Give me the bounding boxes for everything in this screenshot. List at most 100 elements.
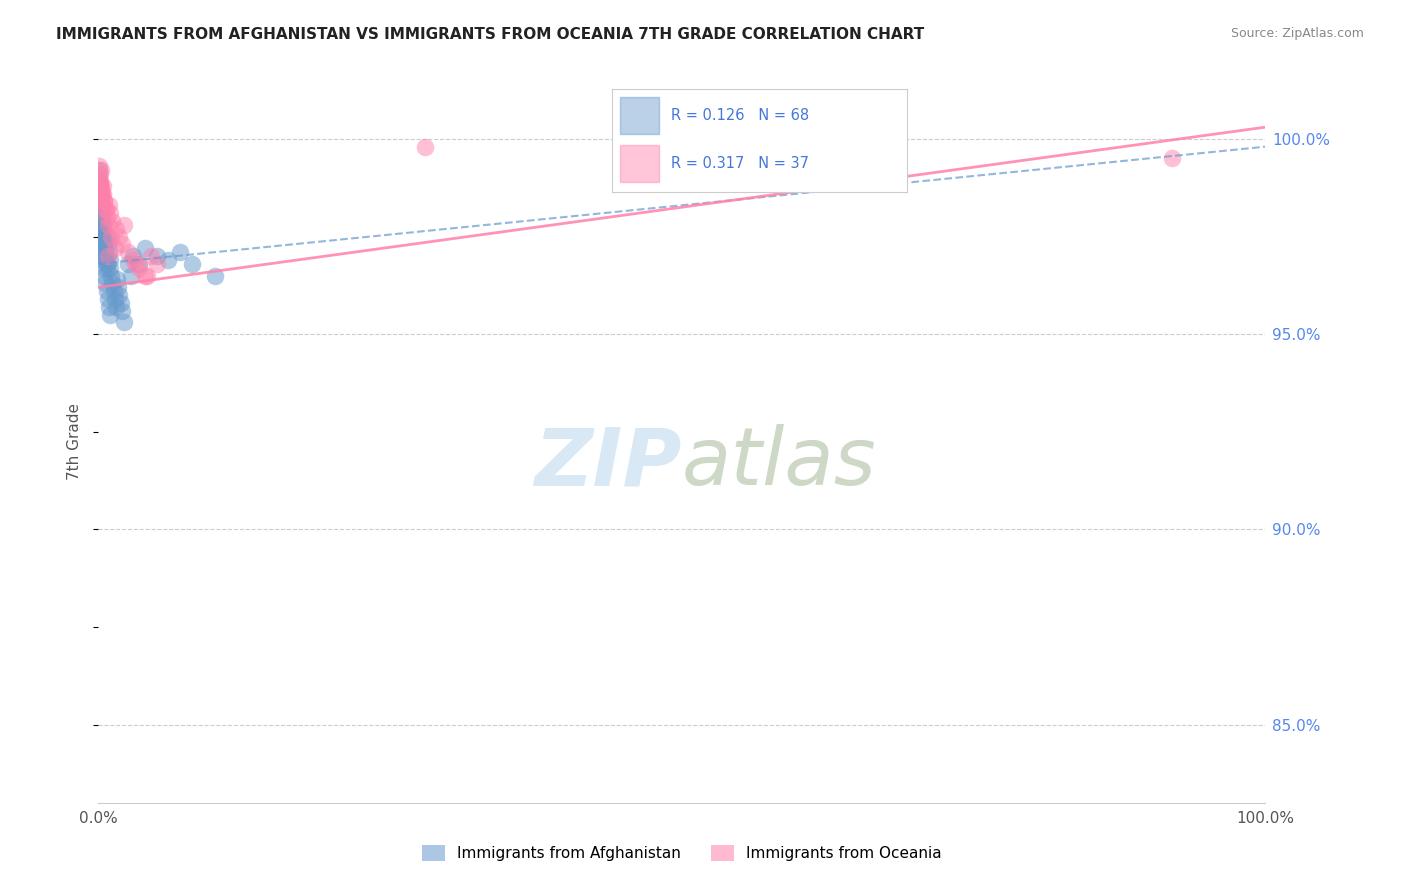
Point: [107, 280, 129, 294]
Point: [91, 178, 114, 193]
Point: [180, 257, 202, 271]
Point: [89, 183, 111, 197]
Point: [104, 292, 127, 306]
Point: [146, 257, 169, 271]
Point: [90, 229, 112, 244]
Point: [90, 206, 112, 220]
Point: [93, 268, 115, 283]
Legend: Immigrants from Afghanistan, Immigrants from Oceania: Immigrants from Afghanistan, Immigrants …: [416, 839, 948, 867]
Point: [91, 202, 114, 216]
Point: [89, 198, 111, 212]
Point: [90, 210, 112, 224]
Point: [111, 237, 134, 252]
Bar: [620, 145, 659, 181]
Point: [90, 194, 112, 209]
Point: [97, 198, 120, 212]
Point: [90, 198, 112, 212]
Point: [128, 260, 150, 275]
Point: [97, 249, 120, 263]
Point: [87, 159, 110, 173]
Point: [91, 221, 114, 235]
Point: [89, 175, 111, 189]
Point: [96, 210, 118, 224]
Point: [91, 245, 114, 260]
Point: [90, 186, 112, 201]
Point: [204, 268, 226, 283]
Point: [139, 249, 162, 263]
Point: [93, 260, 115, 275]
Point: [98, 206, 121, 220]
Point: [98, 260, 121, 275]
Point: [89, 206, 111, 220]
Point: [117, 245, 139, 260]
Point: [89, 190, 111, 204]
Point: [122, 252, 145, 267]
Point: [120, 268, 142, 283]
Point: [146, 249, 169, 263]
Point: [90, 163, 112, 178]
Point: [100, 268, 122, 283]
Point: [112, 315, 135, 329]
Point: [89, 186, 111, 201]
Bar: [620, 97, 659, 135]
Point: [89, 183, 111, 197]
Point: [91, 218, 114, 232]
Text: R = 0.317   N = 37: R = 0.317 N = 37: [671, 155, 808, 170]
Point: [97, 229, 120, 244]
Point: [104, 300, 127, 314]
Point: [111, 303, 134, 318]
Point: [89, 170, 111, 185]
Point: [97, 237, 120, 252]
Point: [96, 260, 118, 275]
Point: [103, 284, 125, 298]
Point: [90, 183, 112, 197]
Point: [105, 272, 128, 286]
Point: [134, 241, 156, 255]
Point: [89, 167, 111, 181]
Point: [125, 257, 148, 271]
Point: [90, 221, 112, 235]
Point: [122, 249, 145, 263]
Point: [101, 277, 124, 291]
Point: [93, 234, 115, 248]
Text: ZIP: ZIP: [534, 425, 682, 502]
Text: Source: ZipAtlas.com: Source: ZipAtlas.com: [1230, 27, 1364, 40]
Point: [89, 178, 111, 193]
Point: [97, 218, 120, 232]
Point: [98, 252, 121, 267]
Point: [108, 229, 131, 244]
Point: [87, 170, 110, 185]
Point: [91, 252, 114, 267]
Point: [94, 202, 117, 216]
Point: [91, 229, 114, 244]
Point: [104, 241, 127, 255]
Point: [89, 190, 111, 204]
Point: [1161, 152, 1184, 166]
Point: [134, 268, 156, 283]
Point: [90, 190, 112, 204]
Point: [117, 257, 139, 271]
Text: R = 0.126   N = 68: R = 0.126 N = 68: [671, 108, 808, 123]
Point: [97, 245, 120, 260]
Point: [104, 221, 127, 235]
Point: [97, 300, 120, 314]
Point: [89, 214, 111, 228]
Point: [100, 229, 122, 244]
Point: [94, 245, 117, 260]
Point: [101, 214, 124, 228]
Point: [112, 218, 135, 232]
Point: [91, 186, 114, 201]
Point: [87, 163, 110, 178]
Point: [93, 194, 115, 209]
Y-axis label: 7th Grade: 7th Grade: [67, 403, 83, 480]
Point: [93, 194, 115, 209]
Point: [413, 139, 436, 153]
Point: [91, 226, 114, 240]
Point: [94, 252, 117, 267]
Text: IMMIGRANTS FROM AFGHANISTAN VS IMMIGRANTS FROM OCEANIA 7TH GRADE CORRELATION CHA: IMMIGRANTS FROM AFGHANISTAN VS IMMIGRANT…: [56, 27, 925, 42]
Point: [96, 257, 118, 271]
Point: [157, 252, 180, 267]
Point: [94, 202, 117, 216]
Point: [108, 288, 131, 302]
Point: [98, 308, 121, 322]
